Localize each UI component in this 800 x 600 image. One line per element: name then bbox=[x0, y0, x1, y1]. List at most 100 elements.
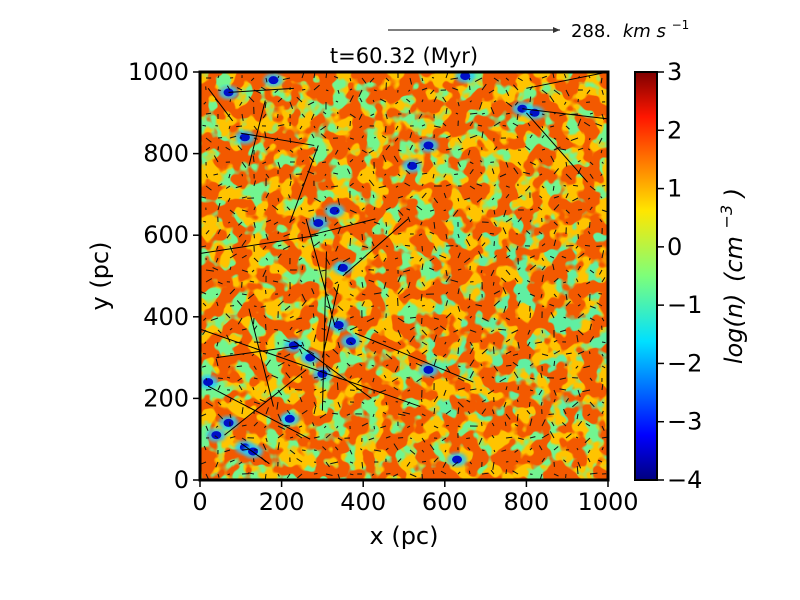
velocity-arrow bbox=[541, 125, 544, 129]
y-tick-label: 800 bbox=[143, 140, 189, 168]
velocity-arrow bbox=[273, 221, 279, 225]
velocity-arrow bbox=[600, 77, 603, 84]
velocity-arrow bbox=[433, 317, 439, 320]
velocity-arrow bbox=[361, 185, 365, 189]
velocity-arrow bbox=[406, 349, 411, 355]
velocity-arrow bbox=[406, 208, 411, 211]
velocity-arrow bbox=[457, 317, 462, 321]
velocity-arrow bbox=[480, 363, 483, 367]
velocity-arrow bbox=[299, 197, 303, 200]
velocity-arrow bbox=[217, 229, 221, 235]
velocity-arrow bbox=[313, 84, 320, 91]
velocity-arrow bbox=[575, 365, 579, 369]
velocity-arrow bbox=[313, 197, 321, 203]
velocity-arrow bbox=[337, 264, 341, 271]
velocity-arrow bbox=[253, 401, 261, 405]
long-velocity-arrow bbox=[289, 145, 319, 224]
velocity-arrow bbox=[492, 281, 495, 286]
velocity-arrow bbox=[301, 300, 307, 307]
velocity-arrow bbox=[406, 98, 411, 103]
velocity-arrow bbox=[277, 269, 280, 273]
velocity-arrow bbox=[250, 77, 255, 82]
velocity-arrow bbox=[373, 254, 379, 259]
velocity-arrow bbox=[421, 349, 428, 355]
velocity-arrow bbox=[601, 161, 604, 164]
velocity-arrow bbox=[409, 473, 417, 478]
velocity-arrow bbox=[283, 424, 291, 427]
velocity-arrow bbox=[215, 257, 219, 263]
velocity-arrow bbox=[589, 112, 594, 115]
velocity-arrow bbox=[202, 302, 207, 307]
velocity-arrow bbox=[361, 135, 364, 139]
velocity-arrow bbox=[488, 89, 495, 94]
velocity-arrow bbox=[217, 329, 222, 334]
velocity-arrow bbox=[541, 419, 546, 427]
velocity-arrow bbox=[289, 436, 294, 439]
velocity-arrow bbox=[397, 341, 402, 346]
velocity-arrow bbox=[226, 376, 231, 379]
velocity-arrow bbox=[601, 436, 607, 439]
y-tick-label: 600 bbox=[143, 221, 189, 249]
velocity-arrow bbox=[361, 233, 364, 241]
velocity-arrow bbox=[216, 245, 219, 250]
velocity-arrow bbox=[361, 281, 364, 288]
velocity-arrow bbox=[337, 473, 341, 480]
velocity-arrow bbox=[493, 317, 496, 321]
velocity-arrow bbox=[402, 269, 411, 273]
velocity-arrow bbox=[596, 302, 603, 307]
velocity-arrow bbox=[499, 377, 507, 383]
velocity-arrow bbox=[262, 113, 267, 119]
velocity-arrow bbox=[227, 221, 231, 224]
velocity-arrow bbox=[563, 185, 567, 187]
velocity-arrow bbox=[587, 449, 591, 454]
velocity-arrow bbox=[501, 449, 507, 452]
velocity-arrow bbox=[433, 96, 437, 103]
velocity-arrow bbox=[421, 183, 424, 187]
velocity-arrow bbox=[527, 341, 531, 347]
velocity-arrow bbox=[553, 360, 556, 367]
velocity-arrow bbox=[586, 281, 591, 285]
velocity-arrow bbox=[229, 327, 233, 331]
velocity-arrow bbox=[457, 101, 460, 107]
velocity-arrow bbox=[301, 245, 305, 248]
chart-title: t=60.32 (Myr) bbox=[330, 44, 478, 68]
velocity-arrow bbox=[443, 209, 447, 212]
velocity-arrow bbox=[262, 245, 267, 250]
velocity-arrow bbox=[397, 232, 402, 235]
velocity-arrow bbox=[444, 159, 447, 163]
velocity-arrow bbox=[277, 253, 282, 259]
velocity-arrow bbox=[457, 365, 461, 368]
velocity-arrow bbox=[505, 469, 508, 475]
velocity-arrow bbox=[205, 401, 214, 407]
velocity-arrow bbox=[539, 173, 543, 176]
velocity-arrow bbox=[563, 316, 567, 319]
velocity-arrow bbox=[490, 469, 495, 475]
velocity-arrow bbox=[587, 231, 591, 235]
velocity-arrow bbox=[457, 147, 464, 151]
velocity-arrow bbox=[296, 458, 303, 463]
velocity-arrow bbox=[445, 148, 452, 151]
velocity-arrow bbox=[429, 209, 435, 212]
velocity-arrow bbox=[272, 280, 279, 283]
velocity-arrow bbox=[505, 112, 510, 115]
velocity-arrow bbox=[589, 305, 596, 309]
velocity-arrow bbox=[312, 313, 315, 319]
velocity-arrow bbox=[286, 409, 291, 415]
velocity-arrow bbox=[299, 125, 303, 130]
velocity-arrow bbox=[443, 173, 447, 178]
velocity-arrow bbox=[349, 209, 357, 214]
velocity-arrow bbox=[372, 377, 375, 383]
velocity-arrow bbox=[333, 172, 339, 175]
velocity-arrow bbox=[409, 335, 415, 343]
velocity-arrow bbox=[572, 197, 579, 202]
velocity-arrow bbox=[537, 206, 543, 211]
velocity-arrow bbox=[277, 197, 280, 202]
velocity-arrow bbox=[397, 413, 406, 416]
velocity-arrow bbox=[565, 293, 568, 301]
velocity-arrow bbox=[385, 245, 389, 247]
velocity-arrow bbox=[457, 407, 460, 415]
velocity-arrow bbox=[589, 377, 593, 382]
velocity-arrow bbox=[372, 341, 375, 345]
velocity-arrow bbox=[397, 274, 402, 283]
reference-vector: 288. km s −1 bbox=[388, 18, 689, 42]
